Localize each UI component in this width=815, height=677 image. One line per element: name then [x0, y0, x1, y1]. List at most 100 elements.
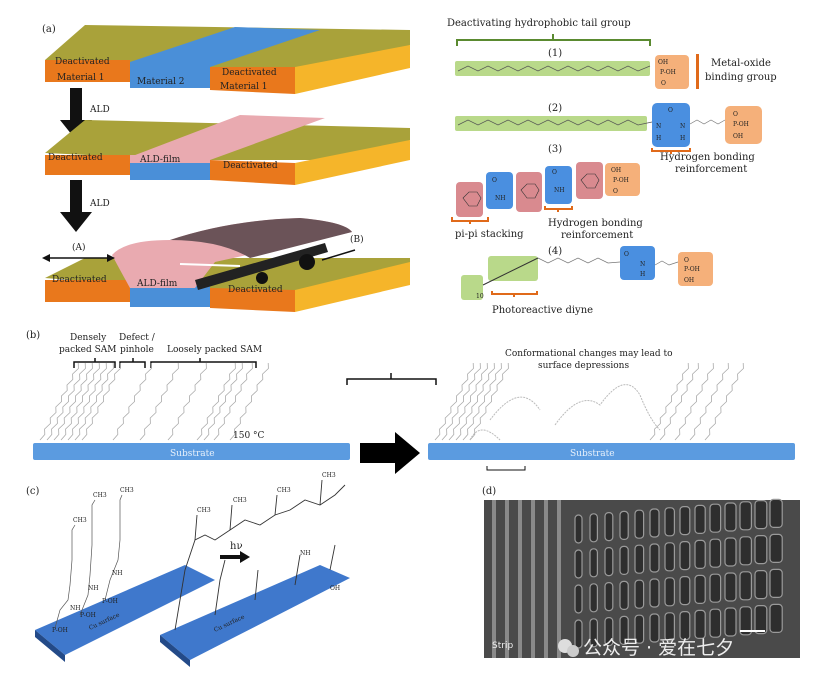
sem-slot — [649, 613, 660, 643]
sam-chain — [229, 362, 269, 441]
label-ald-film: ALD-film — [139, 155, 181, 165]
arrowhead — [107, 254, 115, 262]
sem-slot — [664, 542, 675, 572]
sem-slot — [694, 504, 706, 534]
panel-c: (c) Cu surface CH3 CH3 CH3 NH NH NH P-OH… — [26, 472, 350, 667]
sam-chain — [674, 362, 714, 441]
material-1-left — [45, 280, 130, 302]
alkyl-chain — [537, 257, 621, 264]
sem-slot — [664, 507, 675, 537]
atom-label: H — [656, 135, 661, 142]
ald-step-label: ALD — [89, 105, 110, 115]
sem-slot — [754, 569, 768, 600]
label-material-1: Material 1 — [220, 82, 268, 92]
slab-side — [295, 45, 410, 94]
loose-sam-label: Loosely packed SAM — [167, 345, 262, 355]
sem-slot — [724, 537, 737, 567]
conformation-label: surface depressions — [538, 361, 629, 371]
sam-chain — [196, 362, 236, 441]
sam-chain — [67, 362, 107, 441]
atom-label: P-OH — [102, 598, 118, 605]
sem-slot — [769, 568, 783, 599]
phenyl-ring — [516, 172, 542, 212]
sam-chain — [53, 362, 93, 441]
atom-label: NH — [300, 550, 310, 557]
atom-label: P-OH — [733, 121, 749, 128]
sem-slot — [754, 604, 768, 635]
binding-bracket — [696, 54, 699, 89]
sam-chain — [74, 362, 114, 441]
atom-label: N — [680, 123, 685, 130]
sem-slot — [694, 539, 706, 570]
substrate-label: Substrate — [170, 449, 215, 459]
alkyl-chain — [689, 119, 726, 125]
sem-slot — [619, 545, 629, 576]
sam-chain — [689, 362, 729, 441]
atom-label: CH3 — [277, 487, 291, 494]
sem-strip — [531, 500, 535, 658]
sem-slot — [634, 509, 645, 539]
sem-slot — [769, 533, 783, 564]
sem-slot — [634, 614, 645, 644]
phosphonate-group — [655, 55, 689, 89]
atom-label: NH — [112, 570, 122, 577]
pi-stacking-label: pi-pi stacking — [455, 229, 524, 240]
arrowhead — [42, 254, 50, 262]
material-1-right — [210, 67, 295, 94]
sam-chain — [704, 362, 744, 441]
slab-side — [295, 262, 410, 312]
sam-chain — [112, 362, 152, 441]
sam-molecules-before — [54, 494, 123, 629]
atom-label: O — [661, 80, 666, 87]
sem-slot — [634, 544, 645, 574]
phenyl-ring — [456, 182, 483, 217]
watermark: 公众号 · 爱在七夕 — [583, 637, 734, 659]
sem-slot — [574, 514, 583, 544]
sam-chain — [60, 362, 100, 441]
sem-slot — [649, 543, 660, 573]
molecule-3-label: (3) — [548, 144, 562, 155]
sem-slot — [574, 619, 583, 649]
strip-label: Strip — [492, 641, 513, 651]
atom-label: H — [680, 135, 685, 142]
label-material-2: Material 2 — [137, 77, 185, 87]
label-deactivated: Deactivated — [223, 161, 278, 171]
ald-film-top — [130, 115, 325, 160]
atom-label: O — [684, 257, 689, 264]
atom-label: NH — [554, 187, 564, 194]
phosphonate-group — [725, 106, 762, 144]
sam-chain — [455, 362, 495, 441]
atom-label: OH — [658, 59, 668, 66]
cu-surface-edge — [160, 635, 190, 667]
substrate-label: Substrate — [570, 449, 615, 459]
label-deactivated: Deactivated — [52, 275, 107, 285]
dense-sam-label: Densely — [70, 333, 107, 343]
sem-slot — [619, 510, 629, 540]
atom-label: P-OH — [660, 69, 676, 76]
label-material-1: Material 1 — [57, 73, 105, 83]
phosphonate-group — [605, 163, 640, 196]
label-ald-film: ALD-film — [136, 279, 178, 289]
sem-slot — [739, 536, 752, 566]
sem-strip — [518, 500, 522, 658]
label-deactivated: Deactivated — [228, 285, 283, 295]
sem-slot — [709, 608, 722, 638]
sam-chain — [469, 362, 509, 441]
panel-d: (d) Strip 公众号 · 爱在七夕 — [482, 486, 800, 659]
sem-slot — [619, 615, 629, 646]
sam-chain — [46, 362, 86, 441]
defect-label: pinhole — [120, 345, 154, 355]
sem-strip — [544, 500, 548, 658]
hbond-label: Hydrogen bonding — [548, 218, 643, 229]
collapsed-chains — [469, 384, 661, 441]
depression-bracket — [486, 466, 526, 471]
amide-group — [486, 172, 513, 209]
film-edge — [195, 243, 328, 290]
conformation-label: Conformational changes may lead to — [505, 349, 673, 359]
alkyl-chain — [654, 260, 679, 266]
light-label: hν — [230, 541, 243, 552]
molecule-2-label: (2) — [548, 103, 562, 114]
sem-slot — [769, 498, 783, 528]
sem-slot — [574, 549, 583, 579]
